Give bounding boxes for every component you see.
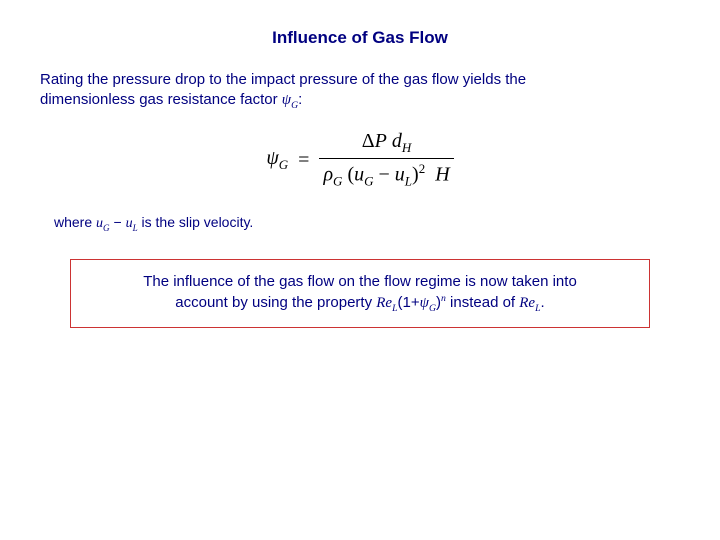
slip-uL: u — [126, 216, 133, 231]
box-line2-pre: account by using the property — [175, 294, 376, 311]
intro-paragraph: Rating the pressure drop to the impact p… — [40, 70, 680, 112]
slip-uG-sub: G — [103, 223, 110, 233]
eq-uG-sub: G — [364, 174, 373, 189]
slip-minus: − — [110, 214, 126, 230]
intro-line2-post: : — [298, 91, 302, 108]
eq-delta: Δ — [362, 130, 375, 152]
box-ReL: Re — [376, 295, 392, 311]
slip-velocity-note: where uG − uL is the slip velocity. — [54, 214, 680, 233]
eq-uG: u — [354, 164, 364, 186]
eq-H: H — [435, 164, 449, 186]
fraction-line — [319, 158, 453, 159]
eq-uL-sub: L — [405, 174, 412, 189]
highlight-box: The influence of the gas flow on the flo… — [70, 259, 650, 328]
eq-denominator: ρG (uG − uL)2 H — [319, 161, 453, 190]
eq-fraction: ΔP dH ρG (uG − uL)2 H — [319, 130, 453, 190]
eq-uL: u — [395, 164, 405, 186]
eq-rho-sub: G — [333, 174, 342, 189]
box-psi-sub: G — [429, 303, 436, 314]
eq-numerator: ΔP dH — [358, 130, 415, 156]
slip-uG: u — [96, 216, 103, 231]
box-instead: instead of — [446, 294, 519, 311]
eq-exp: 2 — [419, 161, 426, 176]
slip-pre: where — [54, 214, 96, 230]
eq-lhs-sub: G — [279, 157, 288, 172]
psi-symbol: ψ — [282, 92, 291, 108]
eq-d: d — [392, 130, 402, 152]
eq-d-sub: H — [402, 140, 411, 155]
intro-line2-pre: dimensionless gas resistance factor — [40, 91, 282, 108]
box-ReL2: Re — [519, 295, 535, 311]
slip-post: is the slip velocity. — [138, 214, 254, 230]
intro-line1: Rating the pressure drop to the impact p… — [40, 71, 526, 88]
eq-lhs-sym: ψ — [266, 147, 278, 169]
box-dot: . — [541, 294, 545, 311]
page-title: Influence of Gas Flow — [40, 28, 680, 48]
eq-minus: − — [379, 164, 390, 186]
box-open: (1+ — [398, 294, 420, 311]
eq-equals: = — [298, 149, 309, 172]
eq-rho: ρ — [323, 164, 333, 186]
main-equation: ψG = ΔP dH ρG (uG − uL)2 H — [40, 130, 680, 190]
box-psi: ψ — [420, 295, 429, 311]
box-line1: The influence of the gas flow on the flo… — [143, 273, 577, 290]
eq-P: P — [375, 130, 387, 152]
